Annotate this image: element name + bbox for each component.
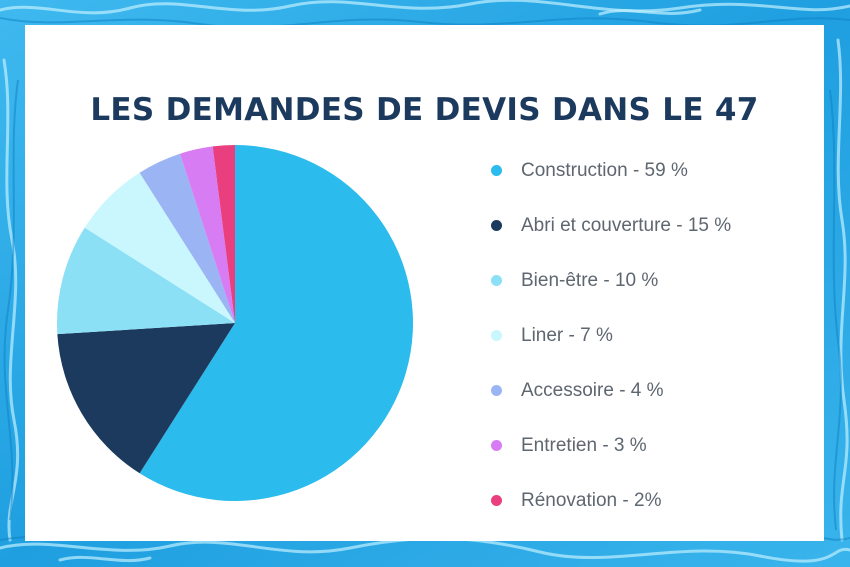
pie-slice-liner: [84, 172, 236, 323]
pie-slice-construction: [139, 145, 413, 501]
legend-swatch: [491, 220, 502, 231]
legend-item-entretien: Entretien - 3 %: [491, 418, 731, 473]
legend-item-accessoire: Accessoire - 4 %: [491, 363, 731, 418]
pie-slice-bien-etre: [56, 227, 236, 335]
legend-label: Abri et couverture - 15 %: [521, 214, 732, 236]
chart-legend: Construction - 59 % Abri et couverture - …: [491, 143, 731, 528]
legend-label: Liner - 7 %: [521, 324, 613, 346]
legend-label: Entretien - 3 %: [521, 434, 647, 456]
legend-item-bien-etre: Bien-être - 10 %: [491, 253, 731, 308]
pie-slice-abri-et-couverture: [57, 323, 235, 474]
legend-item-construction: Construction - 59 %: [491, 143, 731, 198]
legend-label: Bien-être - 10 %: [521, 269, 659, 291]
legend-label: Accessoire - 4 %: [521, 379, 664, 401]
legend-swatch: [491, 440, 502, 451]
legend-swatch: [491, 275, 502, 286]
legend-swatch: [491, 165, 502, 176]
legend-swatch: [491, 385, 502, 396]
chart-card: LES DEMANDES DE DEVIS DANS LE 47 Constru…: [25, 25, 824, 541]
legend-label: Rénovation - 2%: [521, 489, 662, 511]
legend-item-liner: Liner - 7 %: [491, 308, 731, 363]
legend-item-renovation: Rénovation - 2%: [491, 473, 731, 528]
pie-slice-accessoire: [139, 153, 235, 323]
legend-swatch: [491, 495, 502, 506]
chart-title: LES DEMANDES DE DEVIS DANS LE 47: [90, 92, 759, 128]
legend-label: Construction - 59 %: [521, 159, 688, 181]
legend-swatch: [491, 330, 502, 341]
pie-chart: [56, 145, 413, 501]
legend-item-abri-et-couverture: Abri et couverture - 15 %: [491, 198, 731, 253]
pie-slice-entretien: [179, 146, 235, 323]
pie-slice-renovation: [212, 145, 235, 323]
